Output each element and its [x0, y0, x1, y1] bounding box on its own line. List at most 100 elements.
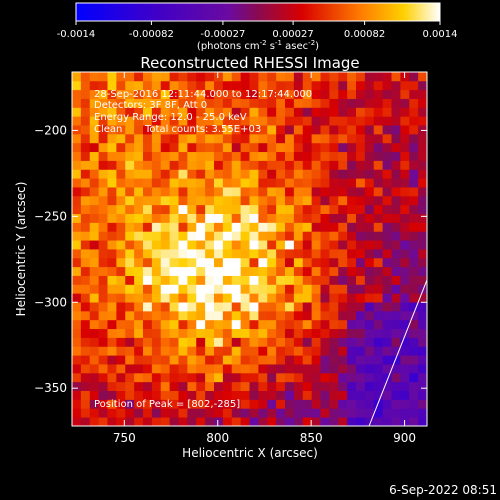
- heatmap-cell: [214, 372, 224, 383]
- heatmap-cell: [311, 187, 321, 197]
- heatmap-cell: [329, 257, 339, 268]
- heatmap-cell: [98, 89, 108, 99]
- y-tick-label: −200: [34, 123, 67, 137]
- heatmap-cell: [391, 151, 401, 161]
- heatmap-cell: [373, 98, 384, 108]
- heatmap-cell: [231, 80, 242, 91]
- heatmap-cell: [302, 381, 313, 391]
- heatmap-cell: [338, 116, 348, 126]
- heatmap-cell: [320, 310, 330, 321]
- heatmap-cell: [400, 372, 410, 383]
- heatmap-cell: [338, 319, 348, 330]
- heatmap-cell: [418, 257, 427, 268]
- heatmap-cell: [409, 213, 419, 223]
- heatmap-cell: [302, 390, 313, 400]
- heatmap-cell: [373, 178, 384, 188]
- heatmap-cell: [302, 417, 313, 426]
- heatmap-cell: [89, 346, 100, 356]
- heatmap-cell: [409, 204, 419, 214]
- heatmap-cell: [231, 89, 242, 99]
- heatmap-cell: [151, 72, 162, 82]
- heatmap-cell: [409, 142, 419, 153]
- heatmap-cell: [72, 310, 82, 321]
- heatmap-cell: [320, 98, 330, 108]
- heatmap-cell: [302, 399, 313, 409]
- heatmap-cell: [205, 151, 215, 161]
- heatmap-cell: [418, 178, 427, 188]
- heatmap-cell: [72, 355, 82, 365]
- heatmap-cell: [338, 142, 348, 153]
- heatmap-cell: [338, 125, 348, 135]
- heatmap-cell: [72, 125, 82, 135]
- heatmap-cell: [391, 364, 401, 374]
- heatmap-cell: [160, 266, 171, 276]
- heatmap-cell: [80, 355, 91, 365]
- heatmap-cell: [418, 417, 427, 426]
- heatmap-cell: [258, 72, 268, 82]
- heatmap-cell: [356, 133, 366, 144]
- heatmap-cell: [196, 80, 206, 91]
- heatmap-cell: [400, 240, 410, 250]
- heatmap-cell: [116, 116, 126, 126]
- heatmap-cell: [400, 187, 410, 197]
- heatmap-cell: [249, 240, 259, 250]
- x-tick-label: 900: [393, 431, 416, 445]
- heatmap-cell: [222, 151, 233, 161]
- heatmap-cell: [258, 302, 268, 312]
- heatmap-cell: [311, 195, 321, 206]
- heatmap-cell: [143, 310, 153, 321]
- heatmap-cell: [72, 222, 82, 232]
- heatmap-cell: [302, 160, 313, 170]
- heatmap-cell: [89, 328, 100, 338]
- heatmap-cell: [178, 328, 188, 338]
- heatmap-cell: [231, 240, 242, 250]
- heatmap-cell: [258, 142, 268, 153]
- heatmap-cell: [391, 257, 401, 268]
- heatmap-cell: [116, 302, 126, 312]
- heatmap-cell: [89, 142, 100, 153]
- heatmap-cell: [214, 231, 224, 241]
- heatmap-cell: [143, 195, 153, 206]
- heatmap-cell: [338, 231, 348, 241]
- heatmap-cell: [329, 266, 339, 276]
- heatmap-cell: [418, 116, 427, 126]
- heatmap-cell: [89, 337, 100, 347]
- heatmap-cell: [258, 399, 268, 409]
- heatmap-cell: [409, 187, 419, 197]
- heatmap-cell: [187, 204, 197, 214]
- heatmap-cell: [187, 195, 197, 206]
- heatmap-cell: [338, 381, 348, 391]
- heatmap-cell: [302, 178, 313, 188]
- heatmap-cell: [169, 275, 179, 285]
- heatmap-cell: [267, 151, 277, 161]
- heatmap-cell: [329, 337, 339, 347]
- heatmap-cell: [107, 381, 117, 391]
- heatmap-cell: [356, 346, 366, 356]
- heatmap-cell: [169, 266, 179, 276]
- heatmap-cell: [364, 213, 375, 223]
- heatmap-cell: [276, 381, 286, 391]
- heatmap-cell: [400, 293, 410, 303]
- heatmap-cell: [276, 390, 286, 400]
- heatmap-cell: [160, 80, 171, 91]
- heatmap-cell: [311, 390, 321, 400]
- heatmap-cell: [302, 355, 313, 365]
- heatmap-cell: [151, 222, 162, 232]
- heatmap-cell: [302, 222, 313, 232]
- heatmap-cell: [72, 204, 82, 214]
- heatmap-cell: [338, 293, 348, 303]
- heatmap-cell: [222, 213, 233, 223]
- heatmap-cell: [409, 231, 419, 241]
- heatmap-cell: [214, 213, 224, 223]
- heatmap-cell: [134, 293, 144, 303]
- heatmap-cell: [98, 72, 108, 82]
- heatmap-cell: [160, 204, 171, 214]
- heatmap-cell: [409, 257, 419, 268]
- heatmap-cell: [240, 240, 250, 250]
- heatmap-cell: [151, 133, 162, 144]
- heatmap-cell: [267, 222, 277, 232]
- heatmap-cell: [276, 240, 286, 250]
- heatmap-cell: [160, 390, 171, 400]
- heatmap-cell: [311, 284, 321, 294]
- heatmap-cell: [293, 293, 304, 303]
